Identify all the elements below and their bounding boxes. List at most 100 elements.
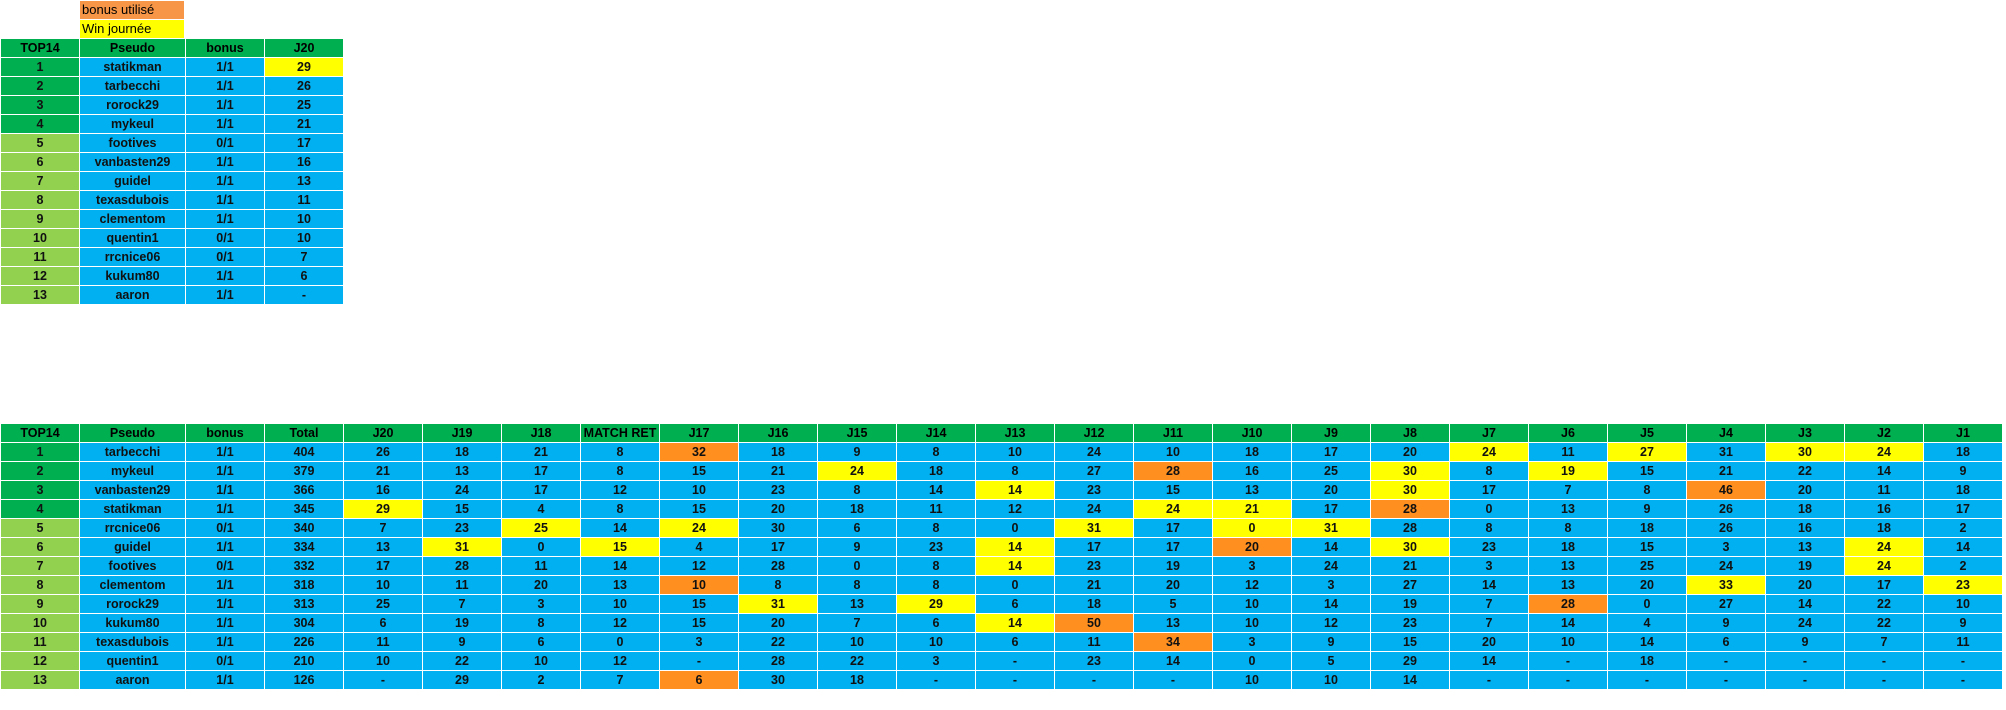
total-cell: 126 — [264, 670, 344, 690]
season-header-row: TOP14 Pseudo bonus Total J20 J19 J18 MATCH RET J… — [0, 423, 2003, 443]
score-cell: 22 — [738, 632, 818, 652]
score-cell: 13 — [1528, 499, 1608, 519]
header-j4: J4 — [1686, 423, 1766, 443]
score-cell: 26 — [1686, 518, 1766, 538]
bonus-cell: 0/1 — [185, 651, 265, 671]
score-cell: 3 — [1291, 575, 1371, 595]
score-cell: 4 — [501, 499, 581, 519]
bonus-cell: 0/1 — [185, 247, 265, 267]
score-cell: 15 — [1370, 632, 1450, 652]
header-j14: J14 — [896, 423, 976, 443]
bonus-cell: 1/1 — [185, 152, 265, 172]
score-cell: 30 — [1370, 537, 1450, 557]
score-cell: 14 — [1291, 594, 1371, 614]
score-cell: 8 — [1449, 461, 1529, 481]
score-cell: 13 — [1212, 480, 1292, 500]
score-cell: 50 — [1054, 613, 1134, 633]
score-cell: 12 — [580, 613, 660, 633]
score-cell: 18 — [1054, 594, 1134, 614]
pseudo-cell: rrcnice06 — [79, 247, 186, 267]
score-cell: 12 — [975, 499, 1055, 519]
score-cell: 24 — [1844, 537, 1924, 557]
score-cell: - — [1133, 670, 1213, 690]
score-cell: 5 — [1291, 651, 1371, 671]
total-cell: 340 — [264, 518, 344, 538]
header-match-ret: MATCH RET — [580, 423, 660, 443]
bonus-cell: 1/1 — [185, 480, 265, 500]
bonus-cell: 0/1 — [185, 518, 265, 538]
score-cell: 20 — [1291, 480, 1371, 500]
score-cell: 25 — [264, 95, 344, 115]
score-cell: 9 — [1607, 499, 1687, 519]
bonus-cell: 0/1 — [185, 556, 265, 576]
score-cell: 4 — [1607, 613, 1687, 633]
table-row: 3 rorock29 1/1 25 — [0, 95, 344, 115]
pseudo-cell: kukum80 — [79, 613, 186, 633]
score-cell: 11 — [343, 632, 423, 652]
score-cell: 8 — [975, 461, 1055, 481]
bonus-cell: 1/1 — [185, 285, 265, 305]
score-cell: 17 — [501, 461, 581, 481]
score-cell: 32 — [659, 442, 739, 462]
score-cell: 24 — [1449, 442, 1529, 462]
score-cell: 4 — [659, 537, 739, 557]
score-cell: 6 — [975, 632, 1055, 652]
score-cell: 29 — [1370, 651, 1450, 671]
score-cell: 3 — [1212, 556, 1292, 576]
score-cell: 8 — [501, 613, 581, 633]
score-cell: 7 — [264, 247, 344, 267]
bonus-cell: 1/1 — [185, 57, 265, 77]
score-cell: 24 — [1765, 613, 1845, 633]
score-cell: 27 — [1686, 594, 1766, 614]
score-cell: 25 — [1607, 556, 1687, 576]
score-cell: 12 — [1291, 613, 1371, 633]
table-row: 11 texasdubois 1/1 226 11 9 6 0 3 22 10 10 6 11 34 3 9 15… — [0, 632, 2003, 652]
rank-cell: 10 — [0, 613, 80, 633]
score-cell: 19 — [422, 613, 502, 633]
score-cell: - — [1686, 651, 1766, 671]
score-cell: - — [896, 670, 976, 690]
score-cell: 20 — [1607, 575, 1687, 595]
table-row: 6 vanbasten29 1/1 16 — [0, 152, 344, 172]
score-cell: 18 — [1844, 518, 1924, 538]
score-cell: 2 — [1923, 518, 2003, 538]
score-cell: 13 — [1528, 556, 1608, 576]
table-row: 11 rrcnice06 0/1 7 — [0, 247, 344, 267]
score-cell: 23 — [1054, 480, 1134, 500]
score-cell: 17 — [264, 133, 344, 153]
score-cell: 14 — [975, 480, 1055, 500]
score-cell: 8 — [817, 480, 897, 500]
score-cell: 18 — [1212, 442, 1292, 462]
score-cell: 10 — [343, 575, 423, 595]
score-cell: 11 — [264, 190, 344, 210]
pseudo-cell: rrcnice06 — [79, 518, 186, 538]
score-cell: 10 — [343, 651, 423, 671]
table-row: 13 aaron 1/1- — [0, 285, 344, 305]
table-row: 7 guidel 1/1 13 — [0, 171, 344, 191]
score-cell: 0 — [580, 632, 660, 652]
score-cell: 20 — [738, 613, 818, 633]
bonus-cell: 1/1 — [185, 209, 265, 229]
score-cell: 20 — [1765, 480, 1845, 500]
bonus-cell: 1/1 — [185, 442, 265, 462]
header-bonus: bonus — [185, 38, 265, 58]
rank-cell: 4 — [0, 499, 80, 519]
table-row: 2 tarbecchi 1/1 26 — [0, 76, 344, 96]
score-cell: 11 — [896, 499, 976, 519]
rank-cell: 13 — [0, 285, 80, 305]
score-cell: 11 — [501, 556, 581, 576]
score-cell: 22 — [422, 651, 502, 671]
score-cell: 9 — [817, 537, 897, 557]
rank-cell: 6 — [0, 152, 80, 172]
score-cell: 8 — [580, 461, 660, 481]
table-row: 3 vanbasten29 1/1 366 16 24 17 12 10 23 8 14 14 23 15 1… — [0, 480, 2003, 500]
score-cell: 23 — [1370, 613, 1450, 633]
pseudo-cell: rorock29 — [79, 594, 186, 614]
score-cell: 29 — [343, 499, 423, 519]
score-cell: 29 — [896, 594, 976, 614]
score-cell: 10 — [1212, 613, 1292, 633]
score-cell: 14 — [1844, 461, 1924, 481]
score-cell: 11 — [1923, 632, 2003, 652]
score-cell: 2 — [501, 670, 581, 690]
score-cell: 25 — [501, 518, 581, 538]
